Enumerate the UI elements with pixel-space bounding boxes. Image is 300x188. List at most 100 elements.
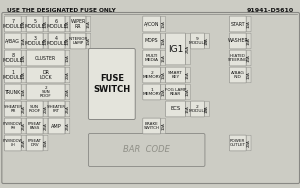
Text: 10A: 10A bbox=[161, 122, 165, 130]
Text: 30A: 30A bbox=[44, 139, 48, 147]
FancyBboxPatch shape bbox=[65, 33, 70, 49]
FancyBboxPatch shape bbox=[21, 84, 26, 100]
Text: 1
MEMORY: 1 MEMORY bbox=[142, 88, 161, 96]
Text: FUSE
SWITCH: FUSE SWITCH bbox=[93, 74, 130, 94]
FancyBboxPatch shape bbox=[43, 16, 48, 32]
Text: 15A: 15A bbox=[161, 54, 165, 62]
Text: 10A: 10A bbox=[44, 37, 48, 45]
FancyBboxPatch shape bbox=[246, 50, 251, 66]
Text: 2
MODULE: 2 MODULE bbox=[188, 105, 207, 113]
Text: WASHER: WASHER bbox=[227, 39, 248, 43]
Text: S/HEATER
RR: S/HEATER RR bbox=[3, 105, 22, 113]
FancyBboxPatch shape bbox=[190, 101, 204, 117]
FancyBboxPatch shape bbox=[21, 16, 26, 32]
Text: 25A: 25A bbox=[22, 122, 26, 130]
Text: IG1: IG1 bbox=[168, 45, 183, 54]
FancyBboxPatch shape bbox=[65, 101, 70, 117]
FancyBboxPatch shape bbox=[186, 84, 190, 100]
FancyBboxPatch shape bbox=[143, 50, 160, 66]
FancyBboxPatch shape bbox=[205, 101, 209, 117]
Text: HEATED
STEERING: HEATED STEERING bbox=[228, 54, 248, 62]
FancyBboxPatch shape bbox=[4, 101, 21, 117]
Text: P/SEAT
DRV: P/SEAT DRV bbox=[28, 139, 42, 147]
Text: INTERIOR
LAMP: INTERIOR LAMP bbox=[68, 37, 88, 45]
Text: USE THE DESIGNATED FUSE ONLY: USE THE DESIGNATED FUSE ONLY bbox=[7, 8, 116, 12]
Text: 10A: 10A bbox=[205, 37, 209, 45]
Text: 6
MODULE: 6 MODULE bbox=[46, 19, 67, 29]
Text: CLUSTER: CLUSTER bbox=[35, 55, 56, 61]
FancyBboxPatch shape bbox=[161, 67, 165, 83]
Text: MULTI
MEDIA: MULTI MEDIA bbox=[145, 54, 159, 62]
FancyBboxPatch shape bbox=[143, 118, 160, 134]
FancyBboxPatch shape bbox=[161, 84, 165, 100]
Text: 10A: 10A bbox=[65, 54, 70, 62]
Text: 4
MODULE: 4 MODULE bbox=[46, 36, 67, 46]
FancyBboxPatch shape bbox=[65, 84, 70, 100]
Text: 9
MODULE: 9 MODULE bbox=[188, 37, 207, 45]
Text: SMART
KEY: SMART KEY bbox=[168, 71, 183, 79]
FancyBboxPatch shape bbox=[43, 101, 48, 117]
Text: 10A: 10A bbox=[22, 54, 26, 62]
Text: 10A: 10A bbox=[86, 37, 90, 45]
FancyBboxPatch shape bbox=[143, 33, 160, 49]
FancyBboxPatch shape bbox=[4, 16, 21, 32]
Text: 20A: 20A bbox=[65, 88, 70, 96]
FancyBboxPatch shape bbox=[48, 16, 65, 32]
Text: 25A: 25A bbox=[22, 139, 26, 147]
FancyBboxPatch shape bbox=[21, 33, 26, 49]
Text: P/SEAT
PASS: P/SEAT PASS bbox=[28, 122, 42, 130]
Text: 25A: 25A bbox=[65, 122, 70, 130]
FancyBboxPatch shape bbox=[166, 67, 185, 83]
FancyBboxPatch shape bbox=[88, 49, 135, 120]
FancyBboxPatch shape bbox=[230, 33, 246, 49]
Text: P/WINDOW
RH: P/WINDOW RH bbox=[3, 122, 23, 130]
FancyBboxPatch shape bbox=[190, 33, 204, 49]
FancyBboxPatch shape bbox=[88, 133, 205, 167]
Text: 91941-D5610: 91941-D5610 bbox=[247, 8, 294, 12]
Text: 10A: 10A bbox=[161, 71, 165, 79]
FancyBboxPatch shape bbox=[2, 12, 299, 183]
FancyBboxPatch shape bbox=[21, 50, 26, 66]
Text: 8
MODULE: 8 MODULE bbox=[2, 53, 23, 63]
FancyBboxPatch shape bbox=[65, 67, 70, 83]
Text: 25A: 25A bbox=[65, 105, 70, 113]
FancyBboxPatch shape bbox=[26, 67, 65, 83]
Text: 15A: 15A bbox=[186, 105, 190, 113]
Text: 2
MEMORY: 2 MEMORY bbox=[142, 71, 161, 79]
FancyBboxPatch shape bbox=[26, 33, 43, 49]
FancyBboxPatch shape bbox=[143, 67, 160, 83]
FancyBboxPatch shape bbox=[143, 84, 160, 100]
Text: POWER
OUTLET: POWER OUTLET bbox=[230, 139, 246, 147]
Text: 3
MODULE: 3 MODULE bbox=[24, 36, 45, 46]
Text: 15A: 15A bbox=[22, 37, 26, 45]
FancyBboxPatch shape bbox=[4, 50, 21, 66]
Text: 10A: 10A bbox=[161, 37, 165, 45]
Text: 10A: 10A bbox=[65, 37, 70, 45]
FancyBboxPatch shape bbox=[4, 84, 21, 100]
Text: FOG LAMP
REAR: FOG LAMP REAR bbox=[165, 88, 186, 96]
Text: MDPS: MDPS bbox=[145, 39, 158, 43]
Text: 10A: 10A bbox=[205, 105, 209, 113]
FancyBboxPatch shape bbox=[205, 33, 209, 49]
FancyBboxPatch shape bbox=[161, 33, 165, 49]
Text: ECS: ECS bbox=[170, 106, 181, 111]
FancyBboxPatch shape bbox=[26, 101, 43, 117]
FancyBboxPatch shape bbox=[26, 84, 65, 100]
FancyBboxPatch shape bbox=[246, 33, 251, 49]
Text: 20A: 20A bbox=[247, 139, 251, 147]
FancyBboxPatch shape bbox=[230, 135, 246, 151]
FancyBboxPatch shape bbox=[43, 135, 48, 151]
Text: 25A: 25A bbox=[44, 122, 48, 130]
FancyBboxPatch shape bbox=[246, 67, 251, 83]
Text: 20A: 20A bbox=[44, 105, 48, 113]
Text: WIPER
RR: WIPER RR bbox=[70, 19, 86, 29]
FancyBboxPatch shape bbox=[26, 135, 43, 151]
FancyBboxPatch shape bbox=[48, 118, 65, 134]
Text: 20A: 20A bbox=[65, 71, 70, 79]
Text: 10A: 10A bbox=[186, 88, 190, 96]
Text: 10A: 10A bbox=[161, 88, 165, 96]
FancyBboxPatch shape bbox=[166, 33, 185, 65]
Text: DR
LOCK: DR LOCK bbox=[39, 70, 52, 80]
Text: BAR  CODE: BAR CODE bbox=[123, 146, 170, 155]
FancyBboxPatch shape bbox=[186, 101, 190, 117]
